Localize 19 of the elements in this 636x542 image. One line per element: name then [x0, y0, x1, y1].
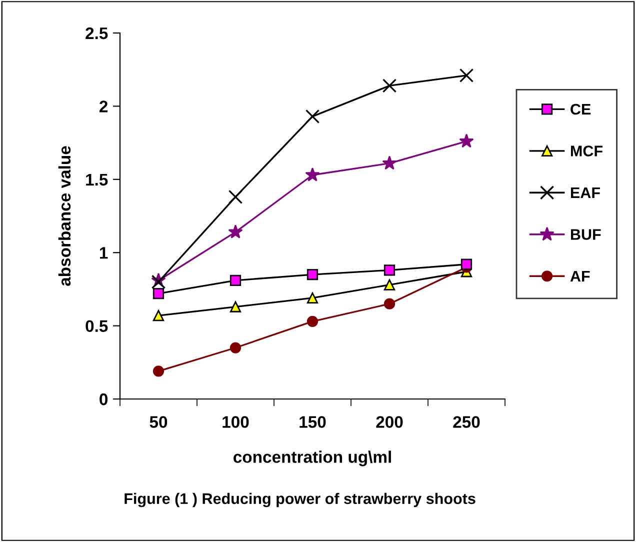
text: Figure (1 ) Reducing power of strawberry shoots: [124, 492, 476, 508]
y-tick-label: 0.5: [86, 320, 108, 332]
x-tick-label: 50: [150, 416, 168, 428]
x-tick-label: 250: [453, 416, 480, 428]
x-tick-label: 150: [300, 416, 326, 428]
legend-label: CE: [570, 104, 591, 115]
y-axis-title: absorbance value: [58, 146, 71, 286]
x-axis-title: concentration ug\ml: [234, 450, 391, 466]
legend-label: BUF: [570, 229, 601, 240]
legend-label: EAF: [570, 187, 600, 198]
y-tick-label: 2.5: [86, 27, 108, 40]
legend-label: AF: [570, 270, 590, 282]
y-tick-label: 1.5: [86, 174, 108, 186]
y-tick-label: 1: [100, 247, 108, 259]
legend-label: MCF: [570, 146, 602, 156]
y-tick-label: 2: [100, 100, 108, 112]
x-tick-label: 100: [222, 416, 249, 428]
x-tick-label: 200: [376, 416, 403, 428]
y-tick-label: 0: [100, 393, 108, 406]
